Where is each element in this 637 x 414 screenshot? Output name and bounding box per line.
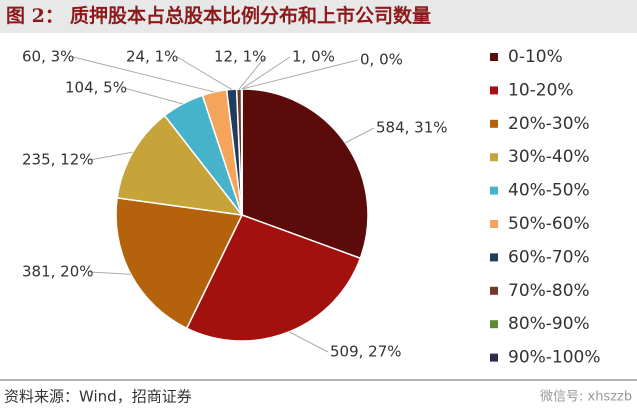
- data-label: 24, 1%: [126, 48, 178, 66]
- data-label: 381, 20%: [22, 263, 94, 281]
- legend-swatch: [490, 353, 498, 362]
- leader-line: [89, 271, 131, 275]
- leader-line: [73, 56, 215, 93]
- data-label: 1, 0%: [292, 48, 335, 66]
- data-label: 12, 1%: [214, 48, 266, 66]
- legend-swatch: [490, 286, 498, 295]
- legend-swatch: [490, 186, 498, 195]
- legend-label: 20%-30%: [508, 114, 590, 134]
- legend-label: 30%-40%: [508, 147, 590, 167]
- leader-line: [345, 127, 375, 144]
- leader-line: [176, 56, 232, 90]
- legend-label: 90%-100%: [508, 348, 601, 368]
- pie-slice: [115, 197, 244, 330]
- legend-label: 10-20%: [508, 80, 574, 100]
- data-label: 509, 27%: [330, 343, 402, 361]
- leader-line: [238, 56, 266, 90]
- legend-swatch: [490, 119, 498, 128]
- legend-swatch: [490, 86, 498, 95]
- pie-slice: [185, 214, 362, 342]
- leader-line: [288, 331, 329, 353]
- legend-swatch: [490, 253, 498, 262]
- pie-slice: [241, 88, 369, 260]
- figure-label: 图 2：: [6, 5, 64, 27]
- leader-line: [89, 151, 133, 161]
- legend-label: 70%-80%: [508, 281, 590, 301]
- data-label: 584, 31%: [376, 119, 448, 137]
- data-label: 235, 12%: [22, 151, 94, 169]
- source: 资料来源：Wind，招商证券: [4, 388, 192, 406]
- leader-line: [124, 87, 183, 105]
- leader-line: [241, 59, 359, 90]
- chart-title: 质押股本占总股本比例分布和上市公司数量: [70, 4, 431, 27]
- legend-label: 40%-50%: [508, 181, 590, 201]
- title-bar: [0, 0, 637, 33]
- data-label: 104, 5%: [65, 79, 127, 97]
- watermark: 微信号: xhszzb: [540, 390, 632, 405]
- data-label: 0, 0%: [360, 51, 403, 69]
- legend-label: 0-10%: [508, 47, 563, 67]
- pie-slice: [116, 114, 244, 216]
- legend-label: 50%-60%: [508, 214, 590, 234]
- legend-label: 60%-70%: [508, 247, 590, 267]
- legend-swatch: [490, 153, 498, 162]
- data-label: 60, 3%: [22, 48, 74, 66]
- legend-swatch: [490, 220, 498, 228]
- legend-swatch: [490, 53, 498, 61]
- leader-line: [241, 56, 291, 90]
- legend-label: 80%-90%: [508, 314, 590, 334]
- legend-swatch: [490, 320, 498, 329]
